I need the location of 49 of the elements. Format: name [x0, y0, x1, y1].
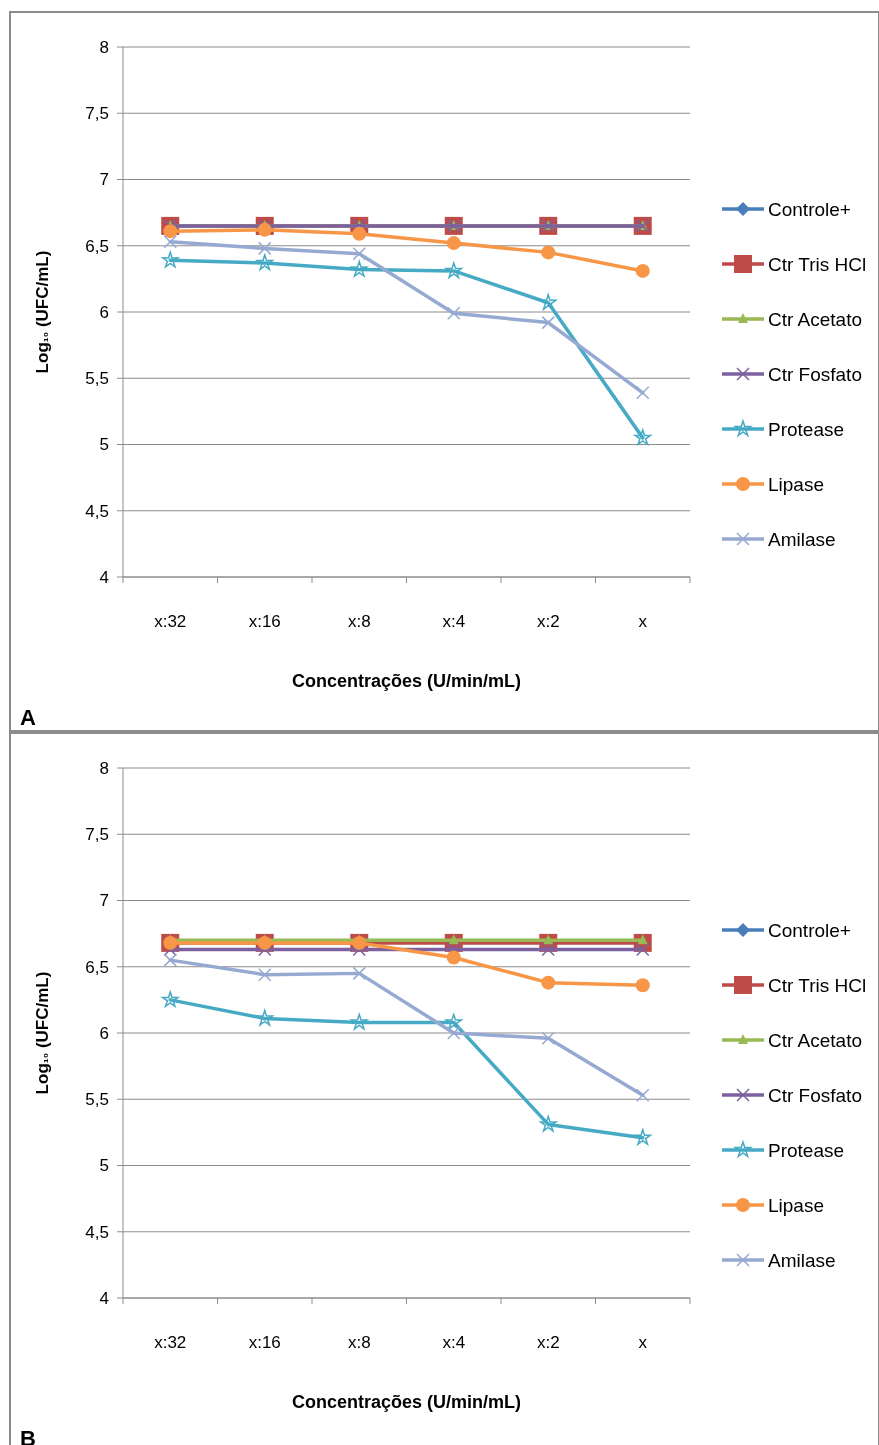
- y-tick-label: 5: [99, 1156, 109, 1176]
- x-axis-title: Concentrações (U/min/mL): [291, 671, 522, 691]
- y-tick-label: 7,5: [85, 104, 109, 124]
- y-tick-label: 8: [99, 758, 109, 778]
- y-tick-label: 4: [99, 1288, 109, 1308]
- y-tick-label: 6,5: [85, 236, 109, 256]
- legend-label: Ctr Tris HCl: [768, 974, 867, 996]
- legend-label: Ctr Acetato: [768, 308, 862, 330]
- legend-label: Controle+: [768, 919, 851, 941]
- y-tick-label: 7: [99, 170, 109, 190]
- y-tick-label: 5: [99, 435, 109, 455]
- x-tick-label: x:16: [248, 612, 281, 631]
- x-tick-label: x:4: [442, 612, 466, 631]
- y-tick-label: 4,5: [85, 1222, 109, 1242]
- y-tick-label: 4: [99, 567, 109, 587]
- x-tick-label: x:8: [347, 612, 371, 631]
- legend-label: Protease: [768, 1139, 845, 1161]
- x-tick-label: x: [638, 612, 648, 631]
- y-tick-label: 5,5: [85, 369, 109, 389]
- x-tick-label: x:4: [442, 1333, 466, 1352]
- x-tick-label: x:32: [154, 612, 187, 631]
- y-tick-label: 8: [99, 37, 109, 57]
- legend-label: Amilase: [768, 528, 836, 550]
- y-tick-label: 6: [99, 1023, 109, 1043]
- y-tick-label: 5,5: [85, 1090, 109, 1110]
- text: A: [20, 705, 36, 730]
- x-tick-label: x:32: [154, 1333, 187, 1352]
- x-tick-label: x:8: [347, 1333, 371, 1352]
- x-tick-label: x:2: [536, 612, 560, 631]
- x-tick-label: x:16: [248, 1333, 281, 1352]
- y-tick-label: 7: [99, 891, 109, 911]
- y-tick-label: 6,5: [85, 957, 109, 977]
- legend-label: Ctr Acetato: [768, 1029, 862, 1051]
- x-axis-title: Concentrações (U/min/mL): [291, 1392, 522, 1412]
- y-axis-title: Log₁₀ (UFC/mL): [33, 250, 52, 374]
- y-tick-label: 6: [99, 302, 109, 322]
- legend-label: Lipase: [768, 473, 824, 495]
- legend-label: Ctr Fosfato: [768, 363, 862, 385]
- y-axis-title: Log₁₀ (UFC/mL): [33, 971, 52, 1095]
- legend-label: Controle+: [768, 198, 851, 220]
- legend-label: Protease: [768, 418, 845, 440]
- legend-label: Amilase: [768, 1249, 836, 1271]
- x-tick-label: x: [638, 1333, 648, 1352]
- y-tick-label: 4,5: [85, 501, 109, 521]
- x-tick-label: x:2: [536, 1333, 560, 1352]
- legend-label: Ctr Fosfato: [768, 1084, 862, 1106]
- y-tick-label: 7,5: [85, 825, 109, 845]
- legend-label: Lipase: [768, 1194, 824, 1216]
- legend-label: Ctr Tris HCl: [768, 253, 867, 275]
